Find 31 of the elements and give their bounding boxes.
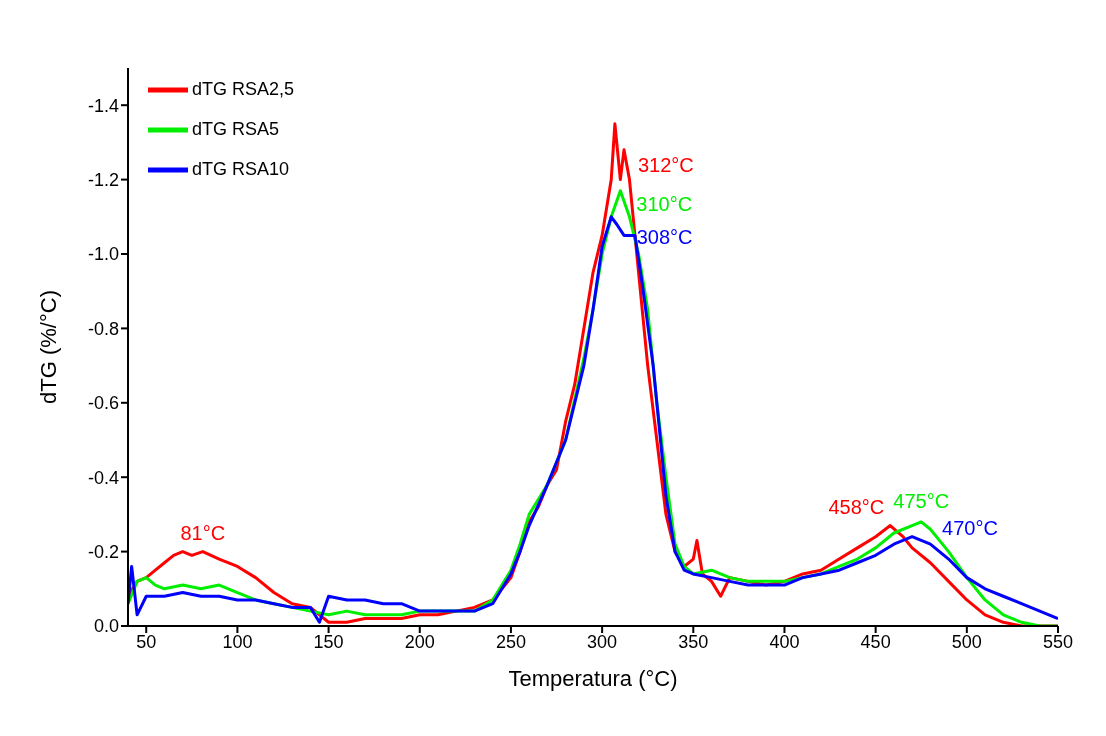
y-tick-label: -1.4	[87, 95, 119, 116]
x-tick-label: 350	[678, 631, 709, 652]
x-tick-label: 150	[313, 631, 344, 652]
x-tick-label: 500	[951, 631, 982, 652]
x-tick-label: 250	[495, 631, 526, 652]
y-tick-label: -1.2	[87, 169, 119, 190]
x-tick-label: 400	[769, 631, 800, 652]
annotation: 308°C	[636, 226, 693, 249]
annotation: 81°C	[180, 521, 226, 544]
annotation: 312°C	[638, 153, 694, 176]
annotation: 458°C	[828, 495, 885, 518]
annotation: 310°C	[636, 192, 693, 215]
y-tick-label: -0.2	[87, 541, 119, 562]
legend-label: dTG RSA5	[192, 118, 280, 139]
y-axis-title: dTG (%/°C)	[35, 290, 61, 404]
x-tick-label: 50	[136, 631, 157, 652]
x-tick-label: 300	[587, 631, 618, 652]
y-tick-label: -1.0	[87, 244, 119, 265]
y-tick-label: -0.4	[87, 467, 119, 488]
x-tick-label: 450	[860, 631, 891, 652]
annotation: 470°C	[942, 516, 998, 539]
y-tick-label: 0.0	[93, 616, 119, 637]
x-axis-title: Temperatura (°C)	[508, 666, 678, 691]
x-tick-label: 200	[404, 631, 435, 652]
x-tick-label: 550	[1042, 631, 1074, 652]
y-tick-label: -0.8	[87, 318, 119, 339]
legend-label: dTG RSA10	[192, 158, 290, 179]
legend-label: dTG RSA2,5	[192, 78, 295, 99]
annotation: 475°C	[893, 489, 950, 512]
y-tick-label: -0.6	[87, 393, 119, 414]
x-tick-label: 100	[222, 631, 253, 652]
